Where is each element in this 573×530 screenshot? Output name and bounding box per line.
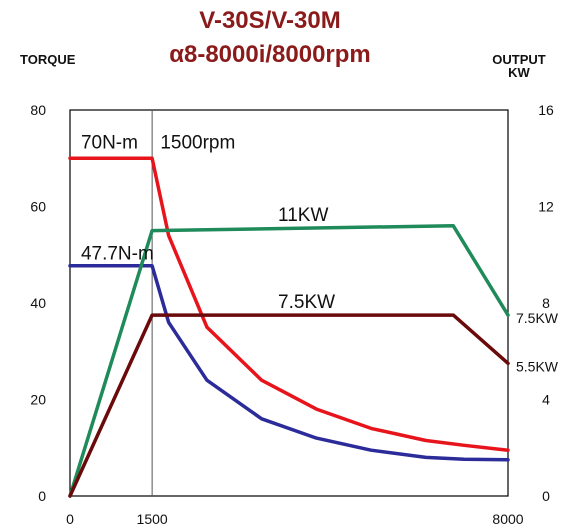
- left-axis-title: TORQUE: [20, 52, 76, 67]
- chart-subtitle: α8-8000i/8000rpm: [169, 41, 371, 68]
- chart-title: V-30S/V-30M: [199, 7, 340, 34]
- y-tick-left-label: 60: [30, 199, 46, 215]
- x-tick-label: 1500: [137, 511, 168, 527]
- y-tick-right-label: 0: [542, 488, 550, 504]
- output-30min-curve: [68, 224, 510, 498]
- right-axis-title: OUTPUT: [492, 52, 546, 67]
- torque-30min-curve: [68, 156, 510, 452]
- chart-annotation: 47.7N-m: [81, 244, 154, 265]
- y-tick-right-label: 4: [542, 392, 550, 408]
- x-tick-label: 8000: [492, 511, 523, 527]
- right-end-label: 5.5KW: [516, 358, 559, 374]
- plot-frame: [69, 109, 509, 497]
- chart-annotation: 7.5KW: [278, 292, 335, 313]
- x-tick-label: 0: [66, 511, 74, 527]
- chart-annotation: 70N-m: [81, 133, 138, 154]
- right-axis-unit: KW: [508, 65, 530, 80]
- annotations: 70N-m 1500rpm 47.7N-m 11KW 7.5KW 7.5KW 5.5KW: [81, 133, 559, 375]
- torque-continuous-curve: [68, 264, 510, 462]
- y-tick-right-label: 16: [538, 102, 554, 118]
- chart-annotation: 1500rpm: [160, 133, 235, 154]
- x-axis-ticks: 0 1500 8000: [66, 511, 524, 527]
- chart-annotation: 11KW: [278, 205, 328, 226]
- left-axis-ticks: 0 20 40 60 80: [30, 102, 46, 504]
- y-tick-left-label: 80: [30, 102, 46, 118]
- y-tick-left-label: 40: [30, 295, 46, 311]
- y-tick-right-label: 8: [542, 295, 550, 311]
- series-layer: [68, 156, 510, 498]
- right-axis-ticks: 0 4 8 12 16: [538, 102, 554, 504]
- output-continuous-curve: [68, 313, 510, 498]
- right-end-label: 7.5KW: [516, 310, 559, 326]
- y-tick-left-label: 20: [30, 392, 46, 408]
- y-tick-right-label: 12: [538, 199, 554, 215]
- y-tick-left-label: 0: [38, 488, 46, 504]
